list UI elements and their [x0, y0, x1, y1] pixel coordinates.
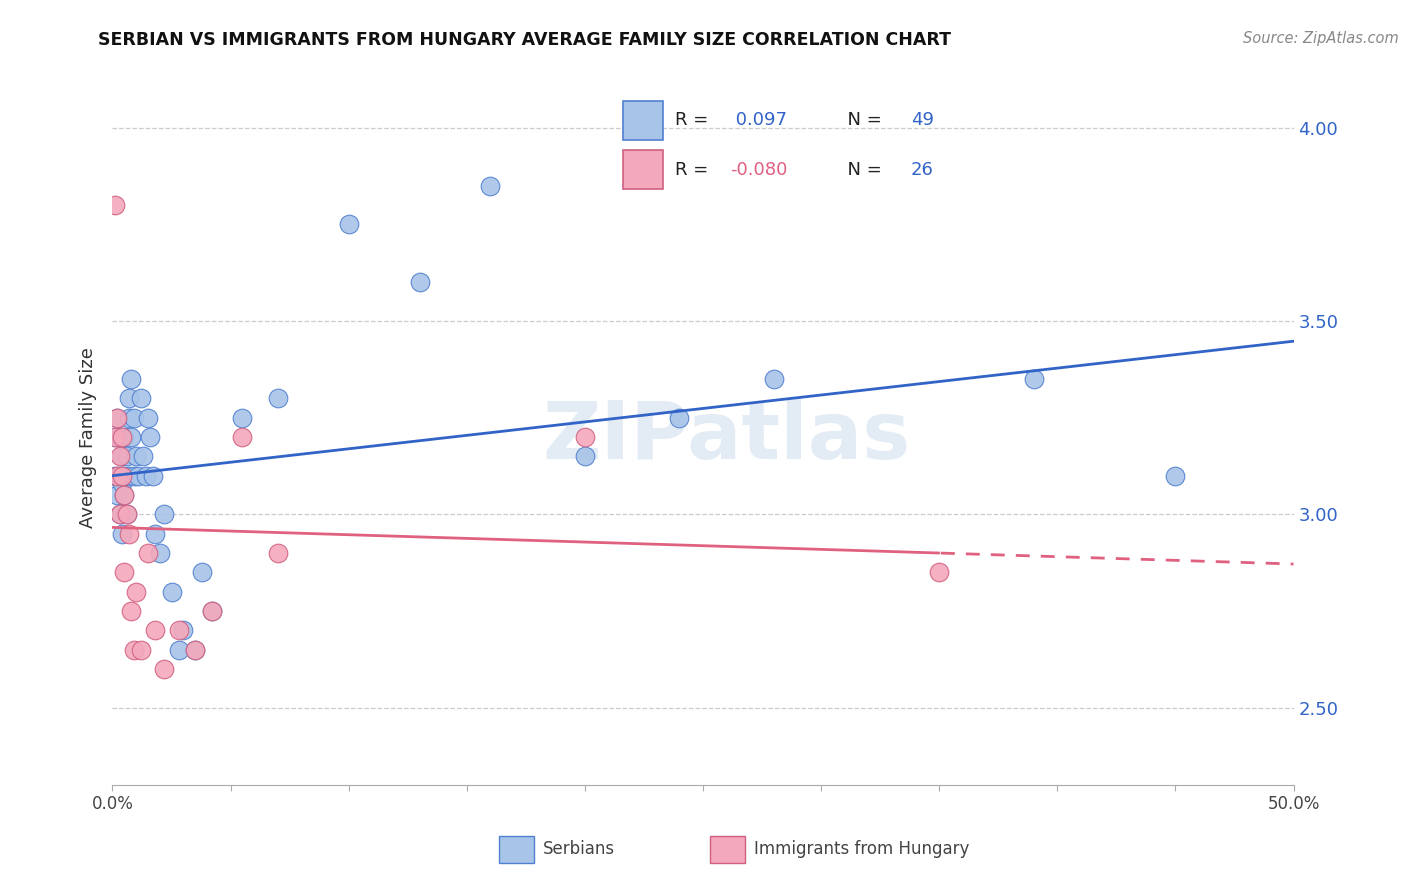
Point	[108, 468, 131, 483]
Point	[108, 430, 131, 444]
Point	[115, 508, 138, 522]
Point	[111, 526, 134, 541]
Point	[112, 488, 135, 502]
Point	[120, 604, 142, 618]
Point	[105, 468, 128, 483]
Point	[108, 508, 131, 522]
Point	[153, 508, 176, 522]
Point	[408, 276, 430, 290]
Point	[668, 410, 690, 425]
Point	[337, 218, 360, 232]
Point	[112, 566, 135, 580]
Point	[129, 642, 152, 657]
Point	[167, 624, 190, 638]
Point	[142, 468, 165, 483]
Text: R =: R =	[675, 161, 714, 178]
Text: N =: N =	[837, 112, 887, 129]
Point	[111, 430, 134, 444]
Bar	[623, 101, 662, 140]
Point	[574, 450, 596, 464]
Point	[112, 488, 135, 502]
Point	[574, 430, 596, 444]
Text: Immigrants from Hungary: Immigrants from Hungary	[754, 840, 969, 858]
Text: 49: 49	[911, 112, 934, 129]
Point	[122, 468, 145, 483]
Point	[115, 508, 138, 522]
Text: -0.080: -0.080	[730, 161, 787, 178]
Text: R =: R =	[675, 112, 714, 129]
Point	[120, 430, 142, 444]
Point	[267, 546, 290, 560]
Point	[118, 410, 141, 425]
Point	[105, 488, 128, 502]
Point	[118, 468, 141, 483]
Point	[120, 372, 142, 386]
Point	[201, 604, 224, 618]
Point	[129, 392, 152, 406]
Point	[136, 546, 159, 560]
Point	[104, 430, 127, 444]
Point	[112, 468, 135, 483]
Point	[143, 526, 166, 541]
Text: SERBIAN VS IMMIGRANTS FROM HUNGARY AVERAGE FAMILY SIZE CORRELATION CHART: SERBIAN VS IMMIGRANTS FROM HUNGARY AVERA…	[98, 31, 952, 49]
Point	[1022, 372, 1045, 386]
Point	[479, 178, 502, 193]
Point	[122, 642, 145, 657]
Point	[143, 624, 166, 638]
Point	[139, 430, 162, 444]
Point	[104, 468, 127, 483]
Bar	[623, 150, 662, 189]
Point	[928, 566, 950, 580]
Point	[125, 584, 148, 599]
Point	[108, 450, 131, 464]
Point	[191, 566, 214, 580]
Point	[104, 430, 127, 444]
Point	[231, 430, 253, 444]
Point	[104, 198, 127, 212]
Text: Serbians: Serbians	[543, 840, 614, 858]
Point	[105, 410, 128, 425]
Point	[167, 642, 190, 657]
Y-axis label: Average Family Size: Average Family Size	[79, 347, 97, 527]
Point	[153, 662, 176, 676]
Point	[762, 372, 785, 386]
Text: ZIPatlas: ZIPatlas	[543, 398, 911, 476]
Text: 26: 26	[911, 161, 934, 178]
Point	[160, 584, 183, 599]
Point	[122, 410, 145, 425]
Point	[108, 508, 131, 522]
Point	[149, 546, 172, 560]
Point	[184, 642, 207, 657]
Point	[135, 468, 157, 483]
Point	[127, 468, 149, 483]
Point	[125, 450, 148, 464]
Point	[136, 410, 159, 425]
Text: Source: ZipAtlas.com: Source: ZipAtlas.com	[1243, 31, 1399, 46]
Point	[111, 450, 134, 464]
Text: N =: N =	[837, 161, 887, 178]
Point	[172, 624, 194, 638]
Point	[115, 450, 138, 464]
Point	[184, 642, 207, 657]
Point	[118, 526, 141, 541]
Point	[111, 476, 134, 491]
Text: 0.097: 0.097	[730, 112, 787, 129]
Point	[231, 410, 253, 425]
Point	[105, 410, 128, 425]
Point	[267, 392, 290, 406]
Point	[1164, 468, 1187, 483]
Point	[112, 430, 135, 444]
Point	[132, 450, 155, 464]
Point	[201, 604, 224, 618]
Point	[111, 468, 134, 483]
Point	[118, 392, 141, 406]
